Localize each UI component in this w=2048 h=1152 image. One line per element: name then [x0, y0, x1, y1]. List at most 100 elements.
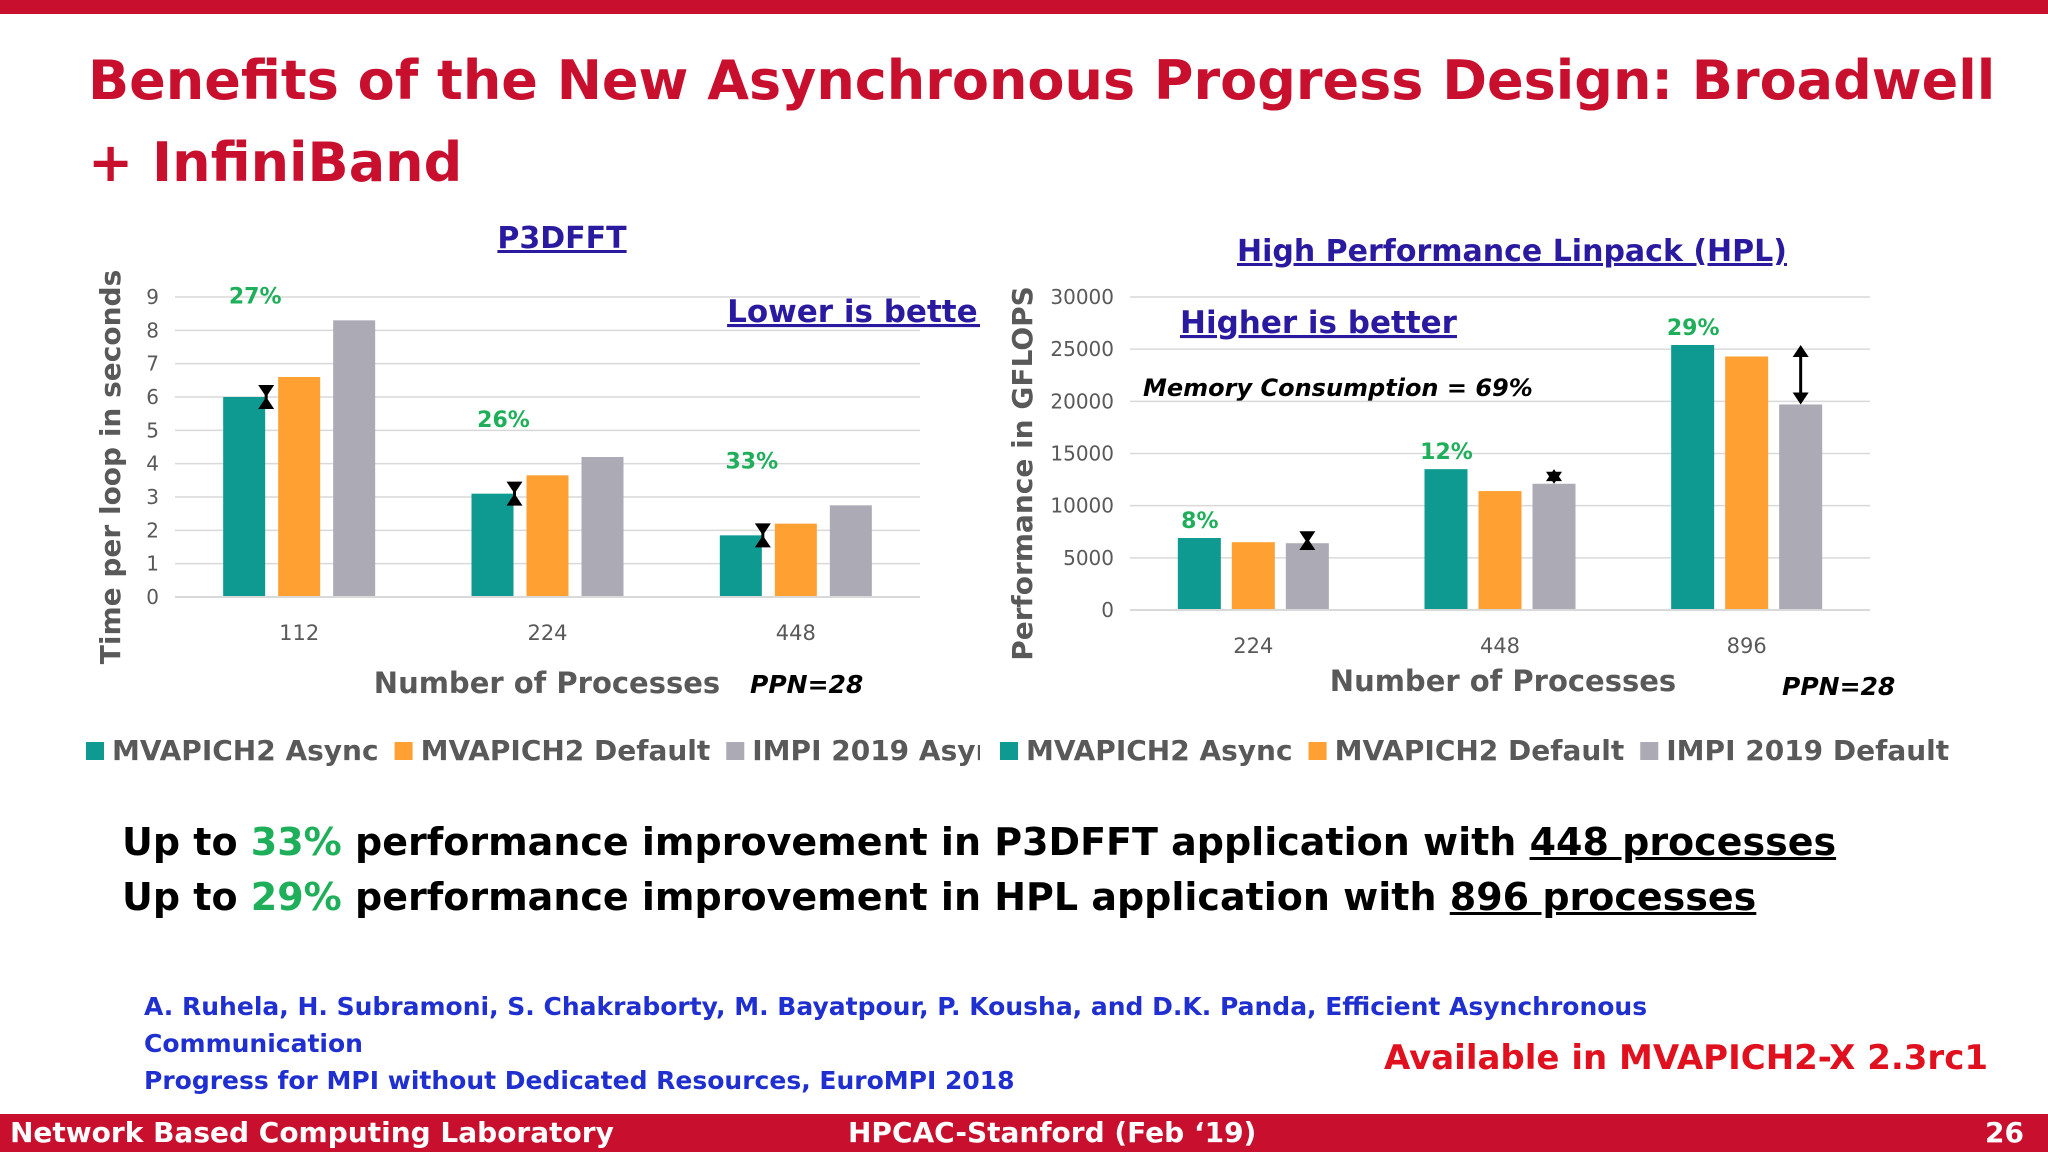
footer-lab: Network Based Computing Laboratory — [10, 1116, 614, 1149]
legend-label: IMPI 2019 Default — [1666, 734, 1949, 767]
bar-mvapich2-async — [1177, 538, 1221, 610]
chart-note: Higher is better — [1180, 305, 1458, 341]
y-tick-label: 5 — [146, 418, 159, 442]
y-tick-label: 7 — [146, 352, 159, 376]
legend-label: MVAPICH2 Async — [112, 734, 379, 767]
summary-text: performance improvement in P3DFFT applic… — [341, 820, 1530, 864]
legend-label: IMPI 2019 Async — [752, 734, 980, 767]
ppn-label: PPN=28 — [1782, 672, 1895, 701]
bar-mvapich2-async — [223, 397, 266, 597]
gap-arrow — [1299, 531, 1316, 551]
bar-mvapich2-default — [1478, 491, 1522, 610]
y-tick-label: 20000 — [1050, 389, 1114, 413]
summary-processes: 896 processes — [1449, 875, 1757, 919]
summary-processes: 448 processes — [1529, 820, 1837, 864]
improvement-label: 12% — [1420, 440, 1473, 465]
improvement-label: 8% — [1181, 509, 1218, 534]
legend-swatch — [86, 742, 104, 760]
y-tick-label: 25000 — [1050, 337, 1114, 361]
gap-arrow — [258, 385, 275, 409]
summary-percent: 29% — [250, 875, 342, 919]
slide-title: Benefits of the New Asynchronous Progres… — [88, 49, 1996, 194]
chart-note: Lower is better — [727, 294, 980, 330]
x-tick-label: 224 — [1233, 634, 1273, 658]
gap-arrow — [506, 481, 523, 506]
p3dfft-chart-svg: P3DFFT Lower is better 0 1 2 3 4 5 6 7 8 9 Time per … — [86, 221, 1012, 767]
x-tick-label: 896 — [1727, 634, 1767, 658]
legend-label: MVAPICH2 Async — [1026, 734, 1293, 767]
bar-impi-2019-async — [829, 505, 872, 597]
y-tick-label: 30000 — [1050, 285, 1114, 309]
legend-swatch — [1640, 742, 1659, 760]
summary-percent: 33% — [250, 820, 342, 864]
legend-swatch — [394, 742, 413, 760]
bar-impi-2019-default — [1285, 543, 1329, 610]
y-tick-label: 0 — [1101, 598, 1114, 622]
y-tick-label: 10000 — [1050, 494, 1114, 518]
bar-mvapich2-async — [719, 535, 762, 597]
bar-impi-2019-async — [581, 457, 624, 597]
x-tick-label: 448 — [776, 621, 816, 645]
x-tick-label: 112 — [279, 621, 319, 645]
summary-prefix: Up to — [122, 875, 251, 919]
hpl-chart: High Performance Linpack (HPL) Higher is … — [1000, 225, 1960, 790]
hpl-chart-svg: High Performance Linpack (HPL) Higher is … — [1000, 234, 1949, 767]
bar-impi-2019-default — [1779, 404, 1823, 610]
legend-swatch — [1308, 742, 1327, 760]
citation: A. Ruhela, H. Subramoni, S. Chakraborty,… — [144, 988, 1744, 1099]
y-tick-label: 8 — [146, 318, 159, 342]
x-tick-label: 224 — [527, 621, 567, 645]
y-tick-label: 3 — [146, 485, 159, 509]
y-tick-label: 5000 — [1063, 546, 1114, 570]
y-tick-label: 0 — [146, 585, 159, 609]
bar-mvapich2-default — [526, 475, 569, 597]
y-tick-label: 4 — [146, 452, 159, 476]
bar-mvapich2-default — [774, 523, 817, 597]
legend-label: MVAPICH2 Default — [421, 734, 711, 767]
y-axis-label: Performance in GFLOPS — [1006, 286, 1039, 661]
gap-arrow — [754, 523, 771, 548]
x-axis-label: Number of Processes — [374, 666, 720, 700]
chart-title: High Performance Linpack (HPL) — [1237, 234, 1787, 269]
bar-mvapich2-default — [1231, 542, 1275, 610]
y-tick-label: 6 — [146, 385, 159, 409]
y-tick-label: 9 — [146, 285, 159, 309]
gap-arrow — [1792, 344, 1809, 405]
legend-swatch — [1000, 742, 1018, 760]
chart-subnote: Memory Consumption = 69% — [1143, 374, 1533, 402]
summary-prefix: Up to — [122, 820, 251, 864]
p3dfft-summary: Up to 33% performance improvement in P3D… — [122, 820, 1836, 864]
bar-impi-2019-default — [1532, 483, 1576, 610]
citation-line-1: A. Ruhela, H. Subramoni, S. Chakraborty,… — [144, 992, 1648, 1058]
page-number: 26 — [1985, 1116, 2024, 1149]
footer-bar: Network Based Computing Laboratory HPCAC… — [0, 1114, 2048, 1152]
x-tick-label: 448 — [1480, 634, 1520, 658]
footer-event: HPCAC-Stanford (Feb ‘19) — [848, 1116, 1257, 1149]
legend-label: MVAPICH2 Default — [1335, 734, 1625, 767]
p3dfft-chart: P3DFFT Lower is better 0 1 2 3 4 5 6 7 8 9 Time per … — [80, 221, 1012, 790]
improvement-label: 26% — [477, 408, 530, 433]
bar-impi-2019-async — [333, 320, 376, 597]
bar-mvapich2-async — [471, 493, 514, 597]
improvement-label: 33% — [725, 450, 778, 475]
ppn-label: PPN=28 — [750, 670, 863, 699]
bar-mvapich2-default — [278, 377, 321, 597]
hpl-summary: Up to 29% performance improvement in HPL… — [122, 875, 1756, 919]
bar-mvapich2-async — [1424, 469, 1468, 610]
summary-text: performance improvement in HPL applicati… — [341, 875, 1450, 919]
y-tick-label: 2 — [146, 518, 159, 542]
gap-arrow — [1546, 469, 1562, 484]
top-bar — [0, 0, 2048, 14]
availability-note: Available in MVAPICH2-X 2.3rc1 — [1383, 1038, 1988, 1078]
y-axis-label: Time per loop in seconds — [94, 270, 127, 664]
chart-title: P3DFFT — [497, 225, 627, 256]
improvement-label: 29% — [1667, 316, 1720, 341]
bar-mvapich2-async — [1671, 344, 1715, 610]
y-tick-label: 15000 — [1050, 442, 1114, 466]
citation-line-2: Progress for MPI without Dedicated Resou… — [144, 1066, 1015, 1095]
improvement-label: 27% — [229, 285, 282, 310]
x-axis-label: Number of Processes — [1330, 664, 1676, 698]
legend-swatch — [726, 742, 745, 760]
bar-mvapich2-default — [1725, 356, 1769, 610]
y-tick-label: 1 — [146, 552, 159, 576]
